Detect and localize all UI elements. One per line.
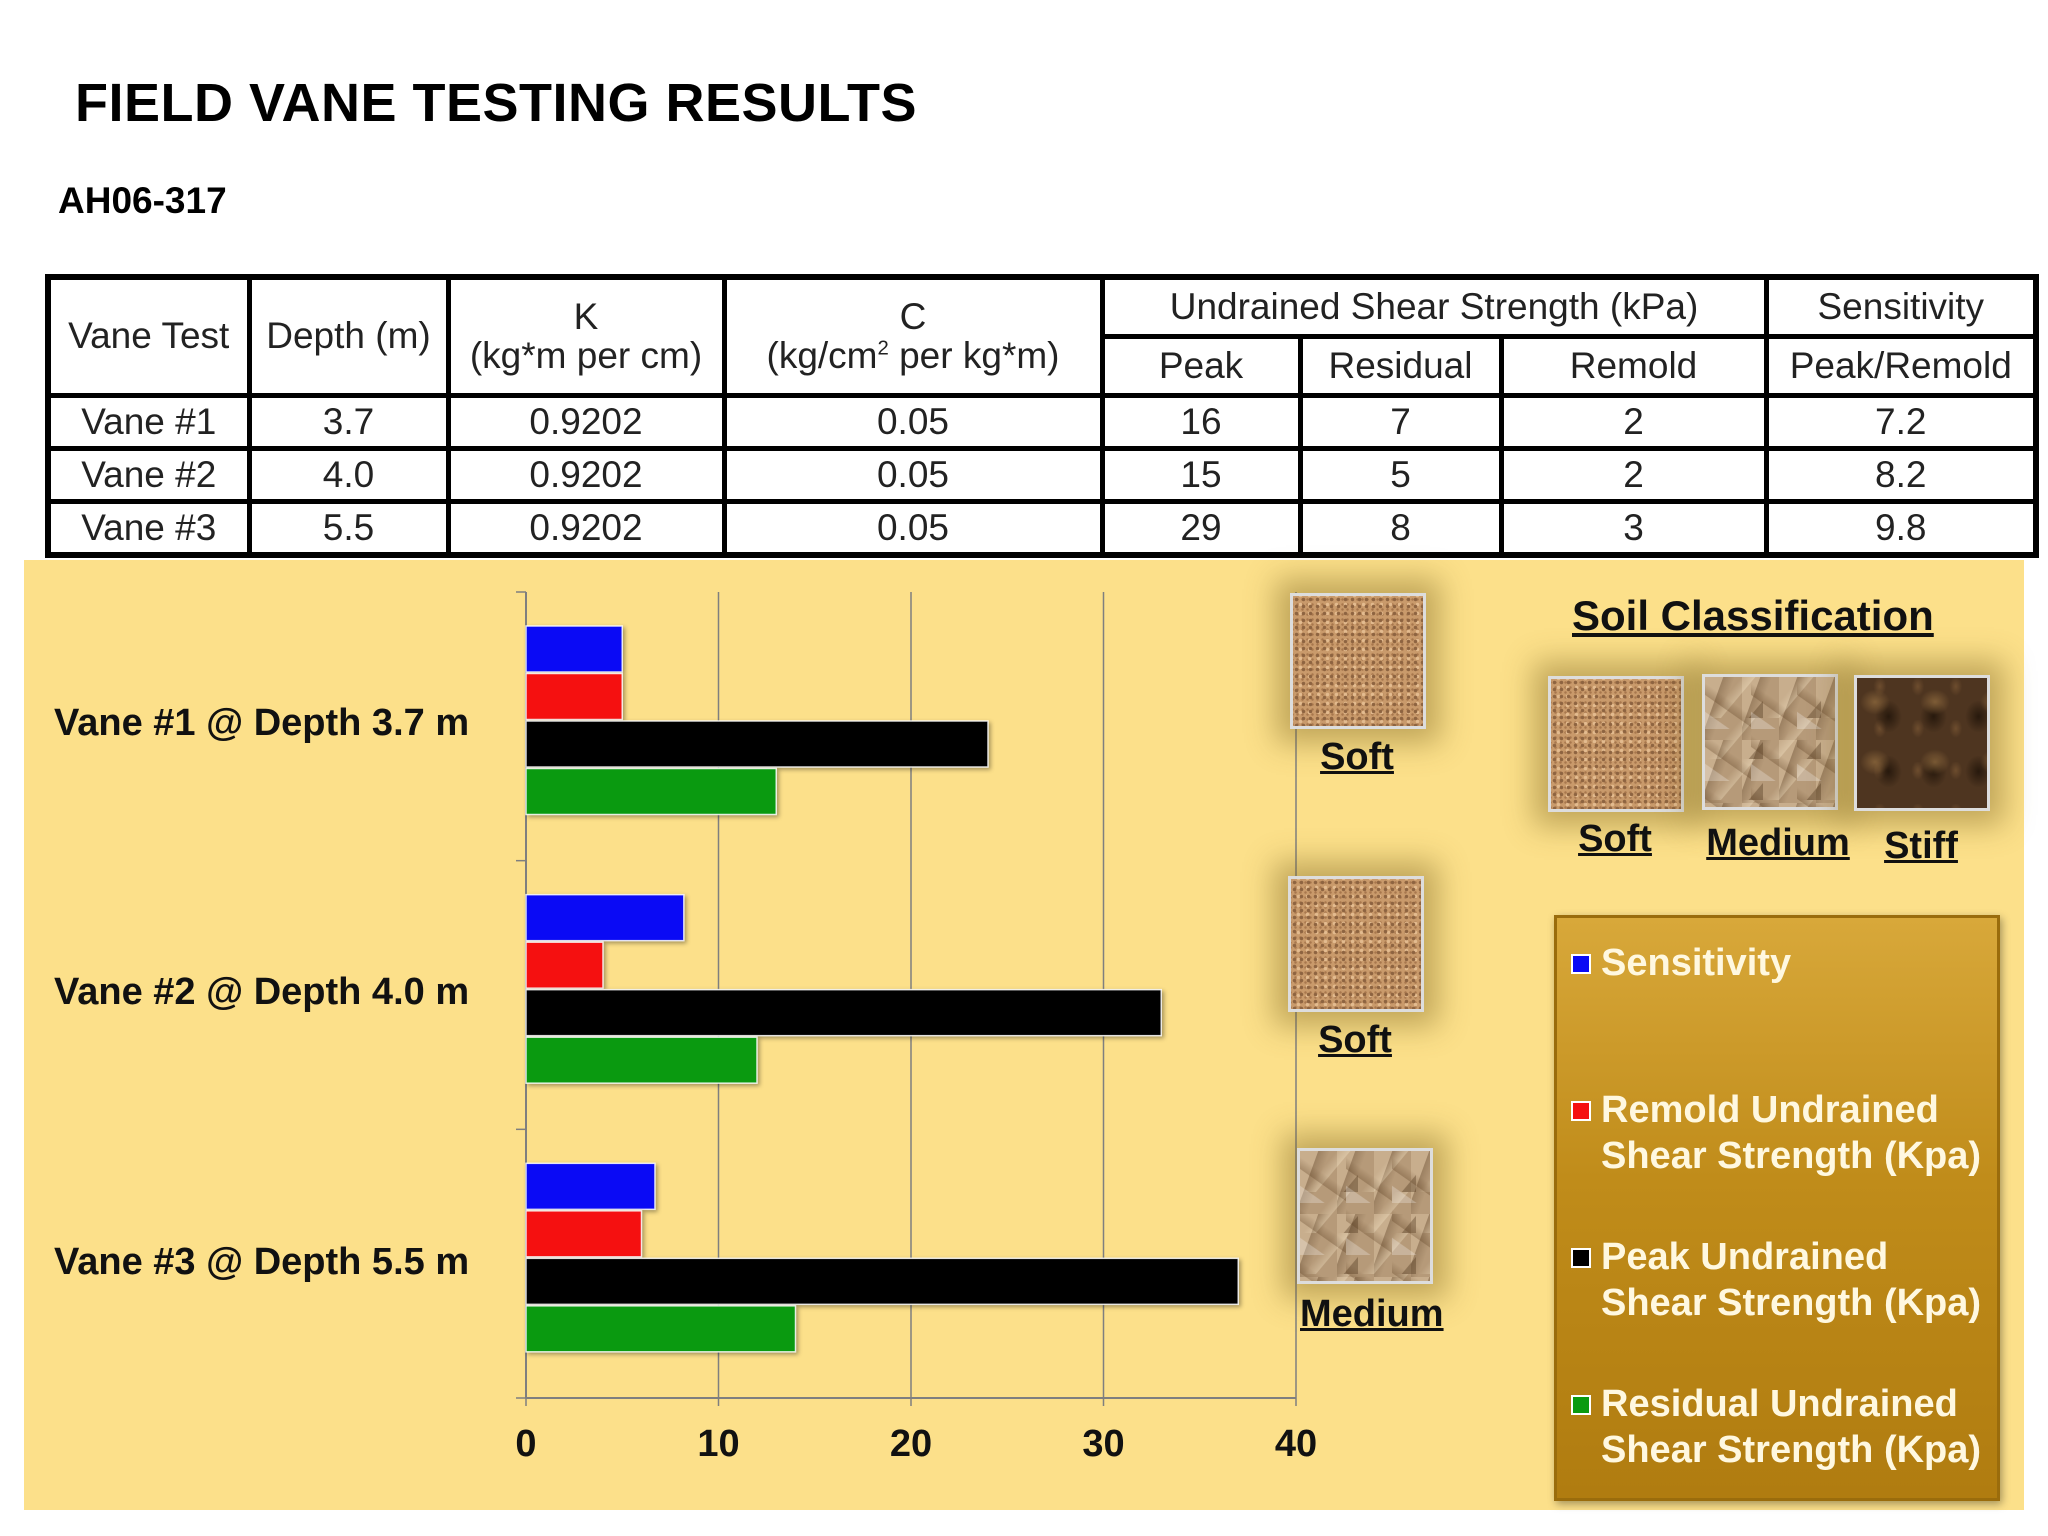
header-sensitivity: Sensitivity <box>1763 274 2039 339</box>
bar <box>525 625 623 673</box>
category-label-vane-1: Vane #1 @ Depth 3.7 m <box>54 702 470 744</box>
stiff-class-label: Stiff <box>1884 825 1958 867</box>
legend-swatch <box>1571 1395 1591 1415</box>
x-tick-label: 10 <box>697 1423 739 1465</box>
legend-label: Sensitivity <box>1601 942 1792 984</box>
table-cell: 0.9202 <box>445 393 727 451</box>
soft-soil-swatch <box>1288 876 1424 1012</box>
category-label-vane-2: Vane #2 @ Depth 4.0 m <box>54 971 470 1013</box>
table-row: Vane #1 3.7 0.9202 0.05 16 7 2 7.2 <box>45 393 2039 451</box>
header-k-unit: (kg*m per cm) <box>469 334 703 376</box>
table-cell: 16 <box>1099 393 1303 451</box>
stiff-soil-swatch <box>1854 675 1990 811</box>
bar <box>525 767 777 816</box>
bar <box>525 672 623 721</box>
table-cell: 0.05 <box>721 446 1105 504</box>
vane-3-class-label: Medium <box>1300 1293 1444 1335</box>
table-cell: 5.5 <box>246 499 451 558</box>
x-tick-label: 30 <box>1082 1423 1124 1465</box>
bar <box>525 720 989 768</box>
header-peak-remold: Peak/Remold <box>1763 334 2039 398</box>
table-cell: 29 <box>1099 499 1303 558</box>
bar <box>525 988 1162 1037</box>
header-c-unit-sup: 2 <box>877 337 889 360</box>
legend-item-peak: Peak Undrained Shear Strength (Kpa) <box>1571 1234 2001 1326</box>
header-peak: Peak <box>1099 334 1303 398</box>
legend-item-residual: Residual Undrained Shear Strength (Kpa) <box>1571 1381 2001 1473</box>
table-cell: 0.9202 <box>445 499 727 558</box>
header-c-symbol: C <box>899 295 927 337</box>
x-tick-label: 0 <box>515 1423 536 1465</box>
bar <box>525 893 685 942</box>
legend-swatch <box>1571 1101 1591 1121</box>
page-title: FIELD VANE TESTING RESULTS <box>75 73 918 133</box>
header-k: K (kg*m per cm) <box>445 274 727 398</box>
table-cell: 3 <box>1498 499 1769 558</box>
soft-soil-swatch <box>1290 593 1426 729</box>
header-c: C (kg/cm2 per kg*m) <box>721 274 1105 398</box>
table-cell: 8.2 <box>1763 446 2039 504</box>
header-residual: Residual <box>1297 334 1504 398</box>
table-cell: 2 <box>1498 393 1769 451</box>
soil-classification-heading: Soil Classification <box>1572 592 1934 639</box>
table-cell: 4.0 <box>246 446 451 504</box>
vane-1-class-label: Soft <box>1320 736 1394 778</box>
legend-label: Residual Undrained Shear Strength (Kpa) <box>1601 1383 1982 1471</box>
legend-item-sensitivity: Sensitivity <box>1571 940 2001 986</box>
legend-swatch <box>1571 1248 1591 1268</box>
table-cell: 8 <box>1297 499 1504 558</box>
table-cell: Vane #2 <box>45 446 252 504</box>
medium-class-label: Medium <box>1706 822 1850 864</box>
chart-panel: 0 10 20 30 40 Vane #1 @ Depth 3.7 m Vane #2 … <box>24 560 2024 1510</box>
table-cell: 7 <box>1297 393 1504 451</box>
bar <box>525 1210 643 1258</box>
table-cell: 3.7 <box>246 393 451 451</box>
table-cell: 0.05 <box>721 499 1105 558</box>
legend-item-remold: Remold Undrained Shear Strength (Kpa) <box>1571 1087 2001 1179</box>
table-cell: 0.9202 <box>445 446 727 504</box>
borehole-id: AH06-317 <box>58 180 227 221</box>
table-cell: 7.2 <box>1763 393 2039 451</box>
soft-class-label: Soft <box>1578 818 1652 860</box>
bar <box>525 1257 1239 1306</box>
header-remold: Remold <box>1498 334 1769 398</box>
table-row: Vane #3 5.5 0.9202 0.05 29 8 3 9.8 <box>45 499 2039 558</box>
x-tick-label: 20 <box>890 1423 932 1465</box>
table-cell: Vane #3 <box>45 499 252 558</box>
bar <box>525 941 604 989</box>
header-vane-test: Vane Test <box>45 274 252 398</box>
header-k-symbol: K <box>573 295 599 337</box>
bar <box>525 1162 656 1211</box>
table-row: Vane #2 4.0 0.9202 0.05 15 5 2 8.2 <box>45 446 2039 504</box>
header-undrained-shear-strength: Undrained Shear Strength (kPa) <box>1099 274 1769 339</box>
table-cell: 0.05 <box>721 393 1105 451</box>
category-label-vane-3: Vane #3 @ Depth 5.5 m <box>54 1241 470 1283</box>
legend-swatch <box>1571 954 1591 974</box>
chart-legend: Sensitivity Remold Undrained Shear Stren… <box>1554 915 2000 1501</box>
header-c-unit: (kg/cm2 per kg*m) <box>729 334 1097 376</box>
header-c-unit-a: (kg/cm <box>766 334 878 376</box>
medium-soil-swatch <box>1702 674 1838 810</box>
bar <box>525 1036 758 1084</box>
header-depth: Depth (m) <box>246 274 451 398</box>
vane-2-class-label: Soft <box>1318 1019 1392 1061</box>
table-cell: 5 <box>1297 446 1504 504</box>
table-cell: Vane #1 <box>45 393 252 451</box>
table-cell: 9.8 <box>1763 499 2039 558</box>
table-cell: 15 <box>1099 446 1303 504</box>
results-table: Vane Test Depth (m) K (kg*m per cm) C (k… <box>45 274 2040 558</box>
table-cell: 2 <box>1498 446 1769 504</box>
header-c-unit-b: per kg*m) <box>888 334 1060 376</box>
legend-label: Peak Undrained Shear Strength (Kpa) <box>1601 1236 1982 1324</box>
x-tick-label: 40 <box>1275 1423 1317 1465</box>
legend-label: Remold Undrained Shear Strength (Kpa) <box>1601 1089 1982 1177</box>
bar <box>525 1305 797 1353</box>
soft-soil-swatch <box>1548 676 1684 812</box>
medium-soil-swatch <box>1297 1148 1433 1284</box>
bar-chart: 0 10 20 30 40 <box>515 591 1317 1465</box>
